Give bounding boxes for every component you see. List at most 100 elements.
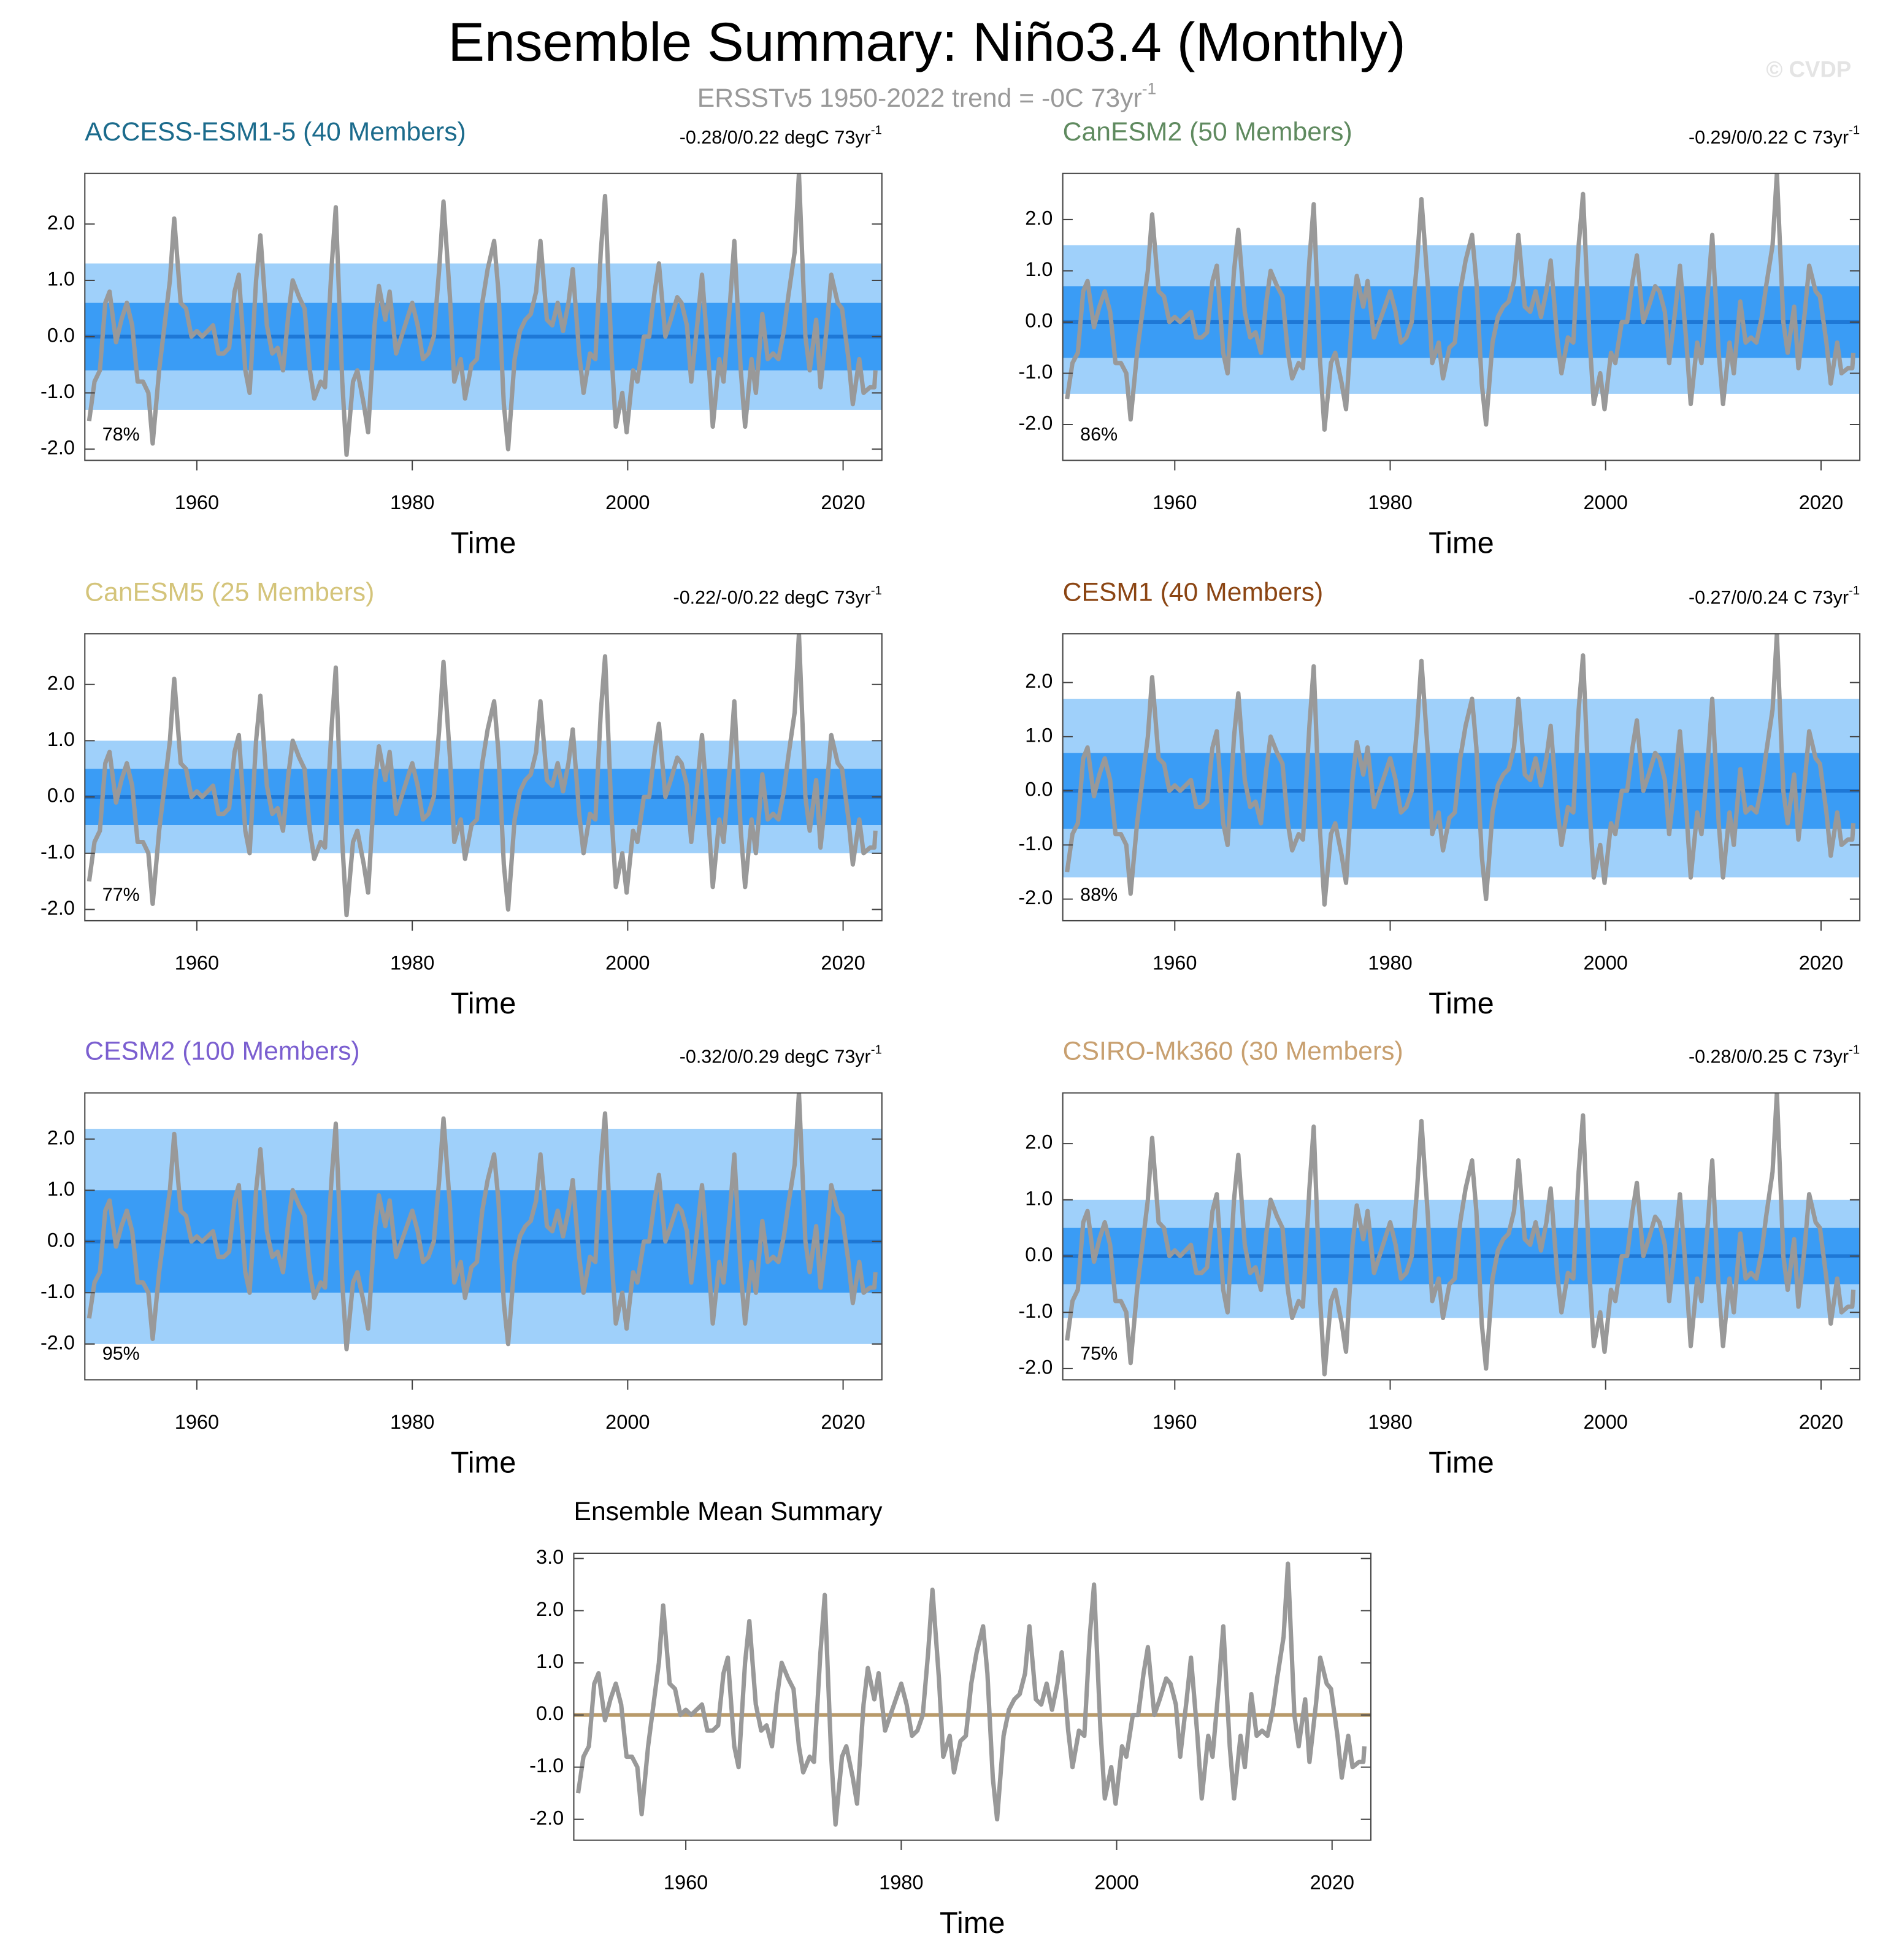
y-tick-label: 1.0 [47, 728, 75, 750]
subtitle-text: ERSSTv5 1950-2022 trend = -0C 73yr [697, 83, 1142, 113]
x-tick-label: 1960 [175, 1411, 219, 1433]
trend-text: -0.28/0/0.25 C 73yr-1 [1689, 1043, 1860, 1067]
y-tick-label: 0.0 [47, 1229, 75, 1251]
x-axis-label: Time [451, 527, 516, 560]
panel-title: CESM2 (100 Members) [85, 1037, 359, 1066]
plot-frame [84, 633, 883, 921]
percent-annotation: 95% [102, 1343, 140, 1364]
y-tick-label: -1.0 [1018, 361, 1053, 383]
x-tick-label: 2020 [821, 1411, 865, 1433]
y-tick-label: -1.0 [1018, 832, 1053, 855]
subtitle-superscript: -1 [1142, 79, 1156, 98]
percent-annotation: 88% [1080, 884, 1118, 905]
x-tick-label: 2020 [1310, 1871, 1354, 1893]
x-axis-label: Time [940, 1907, 1005, 1940]
x-tick-label: 2020 [821, 952, 865, 974]
y-tick-label: 0.0 [47, 785, 75, 807]
y-tick-label: 2.0 [47, 672, 75, 694]
observed-line [86, 634, 878, 918]
y-tick-label: -2.0 [529, 1807, 564, 1829]
x-tick-label: 1960 [175, 952, 219, 974]
x-axis-label: Time [451, 1446, 516, 1479]
y-tick-label: -1.0 [40, 840, 75, 863]
observed-line [86, 1093, 878, 1351]
y-tick-label: -1.0 [529, 1754, 564, 1777]
y-tick-label: 2.0 [47, 1126, 75, 1148]
y-tick-label: -2.0 [40, 897, 75, 919]
y-tick-label: -2.0 [1018, 412, 1053, 434]
x-tick-label: 2000 [605, 491, 650, 513]
panel: CanESM5 (25 Members) -0.22/-0/0.22 degC 7… [40, 577, 883, 1020]
y-tick-label: 1.0 [1025, 1187, 1053, 1209]
x-tick-label: 2000 [1584, 491, 1628, 513]
trend-text: -0.32/0/0.29 degC 73yr-1 [680, 1043, 882, 1067]
x-tick-label: 2020 [821, 491, 865, 513]
trend-main: -0.28/0/0.25 C 73yr [1689, 1047, 1849, 1067]
plot-area [85, 173, 882, 457]
y-tick-label: 1.0 [536, 1650, 564, 1672]
percent-annotation: 86% [1080, 424, 1118, 445]
x-tick-label: 2020 [1799, 1411, 1843, 1433]
y-tick-label: 3.0 [536, 1546, 564, 1568]
trend-text: -0.22/-0/0.22 degC 73yr-1 [673, 584, 882, 608]
y-tick-label: 0.0 [1025, 310, 1053, 332]
x-tick-label: 1960 [1153, 952, 1197, 974]
panel-title: Ensemble Mean Summary [573, 1497, 883, 1526]
panel-title: CanESM5 (25 Members) [85, 577, 374, 607]
plot-area [1062, 634, 1860, 907]
panel: CESM2 (100 Members) -0.32/0/0.29 degC 73y… [40, 1037, 883, 1479]
plot-frame [1062, 1092, 1861, 1381]
x-axis-label: Time [1429, 987, 1494, 1020]
figure-title: Ensemble Summary: Niño3.4 (Monthly) [448, 11, 1405, 72]
x-tick-label: 1980 [1368, 491, 1412, 513]
x-tick-label: 1960 [1153, 1411, 1197, 1433]
watermark: © CVDP [1766, 57, 1851, 82]
observed-line [1065, 173, 1856, 432]
x-tick-label: 1980 [1368, 1411, 1412, 1433]
y-tick-label: -2.0 [1018, 1356, 1053, 1378]
plot-frame [84, 1092, 883, 1381]
plot-area [1062, 1093, 1860, 1377]
panel-title: CanESM2 (50 Members) [1063, 117, 1352, 147]
panel-title: CESM1 (40 Members) [1063, 577, 1324, 607]
x-tick-label: 2000 [1094, 1871, 1138, 1893]
x-tick-label: 2000 [1584, 952, 1628, 974]
trend-main: -0.32/0/0.29 degC 73yr [680, 1047, 871, 1067]
plot-area [573, 1561, 1371, 1827]
panel: ACCESS-ESM1-5 (40 Members) -0.28/0/0.22 d… [40, 117, 883, 560]
panel-title: CSIRO-Mk360 (30 Members) [1063, 1037, 1403, 1066]
trend-superscript: -1 [1849, 584, 1860, 598]
x-tick-label: 1980 [1368, 952, 1412, 974]
plot-frame [1062, 172, 1861, 461]
x-tick-label: 2000 [605, 1411, 650, 1433]
panel: CanESM2 (50 Members) -0.29/0/0.22 C 73yr-… [1018, 117, 1861, 560]
trend-superscript: -1 [1849, 124, 1860, 137]
y-tick-label: 1.0 [47, 1178, 75, 1200]
trend-main: -0.27/0/0.24 C 73yr [1689, 587, 1849, 608]
observed-line [86, 173, 878, 457]
x-axis-label: Time [451, 987, 516, 1020]
figure-subtitle: ERSSTv5 1950-2022 trend = -0C 73yr-1 [697, 79, 1156, 113]
x-tick-label: 1980 [390, 952, 434, 974]
plot-area [85, 634, 882, 918]
y-tick-label: 1.0 [47, 268, 75, 290]
y-tick-label: 2.0 [1025, 207, 1053, 229]
y-tick-label: 1.0 [1025, 724, 1053, 746]
y-tick-label: 2.0 [536, 1598, 564, 1620]
trend-superscript: -1 [871, 1043, 882, 1057]
y-tick-label: 1.0 [1025, 258, 1053, 280]
trend-text: -0.27/0/0.24 C 73yr-1 [1689, 584, 1860, 608]
y-tick-label: -2.0 [40, 437, 75, 459]
trend-superscript: -1 [871, 584, 882, 598]
y-tick-label: 2.0 [47, 212, 75, 234]
x-tick-label: 2020 [1799, 952, 1843, 974]
plot-frame [1062, 633, 1861, 921]
trend-superscript: -1 [1849, 1043, 1860, 1057]
x-axis-label: Time [1429, 1446, 1494, 1479]
x-tick-label: 2000 [605, 952, 650, 974]
y-tick-label: 0.0 [1025, 1243, 1053, 1266]
plot-frame [84, 172, 883, 461]
y-tick-label: -1.0 [40, 380, 75, 402]
